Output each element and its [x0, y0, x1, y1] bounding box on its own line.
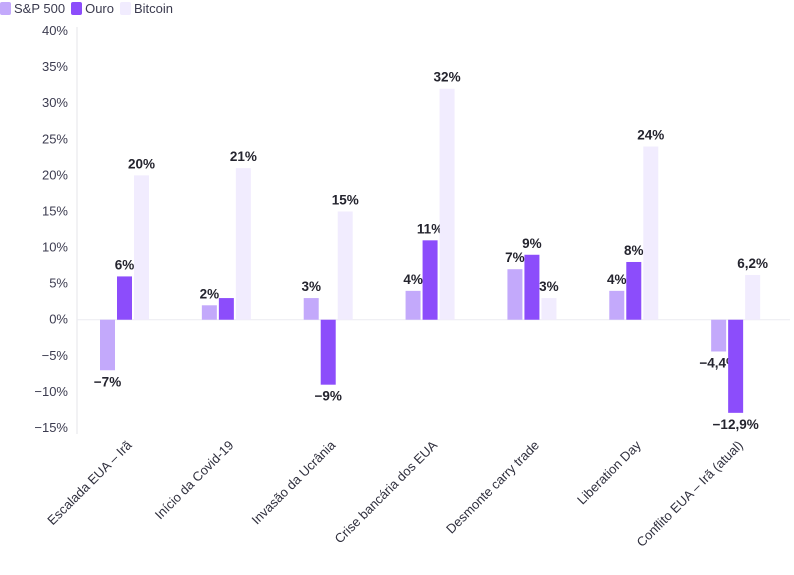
bar-bitcoin	[134, 175, 149, 320]
bar-s-p-500	[201, 305, 217, 320]
bar-bitcoin	[439, 88, 455, 320]
data-label: 8%	[624, 243, 644, 258]
y-tick-label: 30%	[42, 95, 68, 110]
y-tick-label: 10%	[42, 240, 68, 255]
bar-s-p-500	[711, 319, 727, 352]
bar-bitcoin	[235, 168, 251, 320]
data-label: 6%	[115, 257, 135, 272]
data-label: 3%	[301, 279, 321, 294]
data-label: 21%	[230, 149, 257, 164]
data-label: 4%	[607, 272, 627, 287]
bar-s-p-500	[609, 290, 625, 320]
bar-bitcoin	[643, 146, 659, 320]
data-label: 3%	[539, 279, 559, 294]
x-tick-label: Crise bancária dos EUA	[331, 437, 440, 546]
bar-ouro	[728, 319, 744, 413]
bar-s-p-500	[507, 269, 523, 320]
legend-swatch	[71, 1, 83, 15]
legend-label: S&P 500	[14, 0, 66, 16]
bar-bitcoin	[337, 211, 353, 320]
bar-s-p-500	[303, 298, 319, 320]
data-label: 6,2%	[737, 256, 768, 271]
legend-swatch	[120, 1, 131, 15]
data-label: −9%	[315, 389, 342, 404]
y-tick-label: 40%	[42, 23, 68, 38]
data-label: −12,9%	[713, 417, 759, 432]
x-tick-label: Conflito EUA – Irã (atual)	[633, 438, 745, 550]
bar-ouro	[626, 261, 642, 320]
bar-ouro	[422, 240, 438, 320]
data-label: 7%	[505, 250, 525, 265]
bar-s-p-500	[405, 290, 421, 320]
x-tick-label: Invasão da Ucrânia	[249, 437, 339, 527]
y-tick-label: 0%	[49, 312, 68, 327]
y-tick-label: −5%	[42, 348, 69, 363]
data-label: 4%	[403, 272, 423, 287]
chart-legend: S&P 500 Ouro Bitcoin	[0, 0, 179, 16]
data-label: 2%	[200, 286, 220, 301]
y-tick-label: 5%	[49, 276, 68, 291]
data-label: −7%	[94, 374, 121, 389]
data-label: 20%	[128, 156, 155, 171]
data-label: 15%	[332, 192, 359, 207]
data-label: 24%	[637, 127, 664, 142]
legend-item-1[interactable]: Ouro	[71, 1, 114, 16]
y-tick-label: −15%	[34, 420, 68, 435]
bar-ouro	[320, 319, 336, 385]
bar-bitcoin	[541, 298, 557, 320]
legend-swatch	[0, 1, 11, 15]
data-label: 9%	[522, 236, 542, 251]
y-tick-label: 20%	[42, 167, 68, 182]
x-tick-label: Desmonte carry trade	[443, 438, 542, 537]
x-tick-label: Início da Covid-19	[152, 438, 237, 523]
y-tick-label: 15%	[42, 203, 68, 218]
x-tick-label: Liberation Day	[574, 437, 644, 507]
bar-ouro	[524, 254, 540, 320]
legend-label: Bitcoin	[134, 0, 174, 16]
y-tick-label: 25%	[42, 131, 68, 146]
data-label: 11%	[417, 221, 443, 236]
legend-label: Ouro	[85, 0, 114, 16]
bar-bitcoin	[745, 274, 761, 320]
bar-s-p-500	[100, 319, 115, 371]
y-tick-label: 35%	[42, 59, 68, 74]
bar-ouro	[218, 298, 234, 320]
x-tick-label: Escalada EUA – Irã	[44, 437, 135, 528]
y-tick-label: −10%	[34, 384, 68, 399]
data-label: 32%	[434, 70, 461, 85]
bar-ouro	[117, 276, 132, 320]
legend-item-0[interactable]: S&P 500	[0, 1, 65, 16]
legend-item-2[interactable]: Bitcoin	[120, 1, 173, 16]
